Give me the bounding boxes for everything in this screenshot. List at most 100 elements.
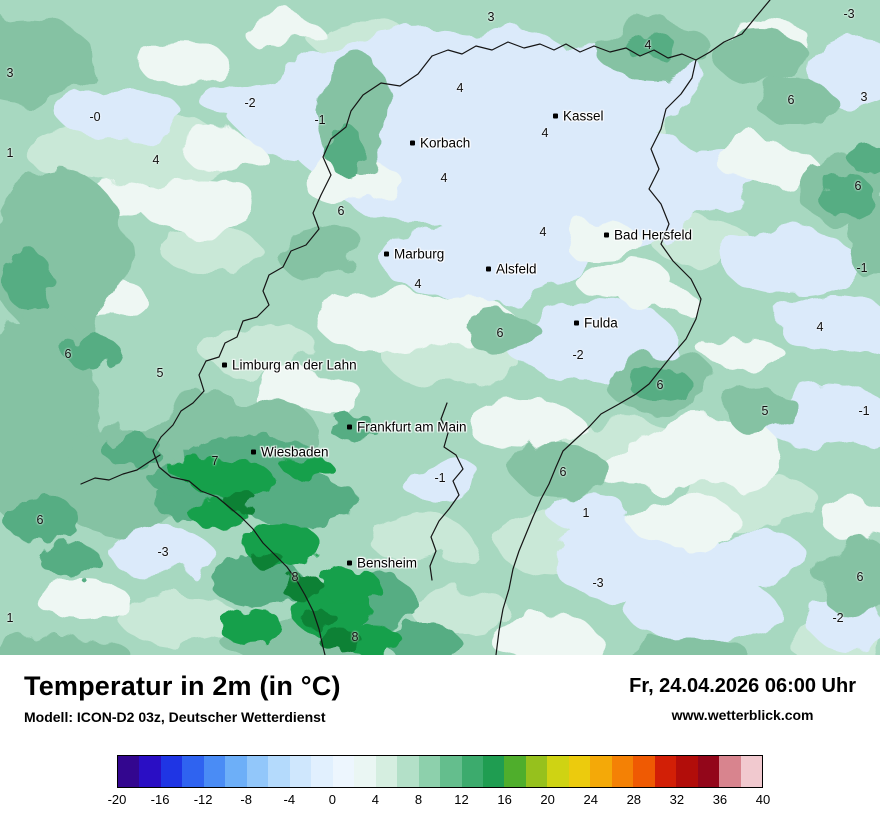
temp-value: 8 xyxy=(291,570,299,584)
colorbar-tick-label: -20 xyxy=(107,792,127,807)
colorbar-segment xyxy=(397,756,419,787)
colorbar-tick-label: 0 xyxy=(328,792,336,807)
city-label: Korbach xyxy=(420,135,471,151)
colorbar-tick-label: 16 xyxy=(497,792,512,807)
colorbar-segment xyxy=(311,756,333,787)
temp-value: 6 xyxy=(64,347,72,361)
temp-value: 4 xyxy=(539,225,547,239)
colorbar-segment xyxy=(568,756,591,787)
colorbar-segment xyxy=(611,756,634,787)
colorbar-segment xyxy=(590,756,612,787)
datetime-block: Fr, 24.04.2026 06:00 Uhr www.wetterblick… xyxy=(629,671,856,723)
city-label: Wiesbaden xyxy=(261,444,329,460)
temp-value: -1 xyxy=(434,471,446,485)
colorbar-tick-label: 40 xyxy=(755,792,771,807)
city-dot-icon xyxy=(604,232,609,238)
colorbar-tick-label: 36 xyxy=(712,792,728,807)
city-dot-icon xyxy=(410,140,415,146)
temp-value: -3 xyxy=(843,7,855,21)
city-dot-icon xyxy=(486,266,491,272)
colorbar-tick-label: -4 xyxy=(283,792,296,807)
city-marker: Limburg an der Lahn xyxy=(222,358,357,373)
city-marker: Wiesbaden xyxy=(251,445,329,460)
city-marker: Kassel xyxy=(553,109,604,124)
colorbar-segment xyxy=(461,756,483,787)
temp-value: -3 xyxy=(592,576,604,590)
colorbar-segment xyxy=(547,756,569,787)
colorbar-tick-label: 12 xyxy=(454,792,469,807)
map-overlay: Kassel Korbach Bad Hersfeld Marburg Alsfeld F… xyxy=(6,7,870,644)
colorbar-segment xyxy=(182,756,204,787)
website-credit: www.wetterblick.com xyxy=(671,707,814,723)
colorbar-segment xyxy=(289,756,312,787)
colorbar-segment xyxy=(482,756,505,787)
colorbar-segment xyxy=(740,756,763,787)
city-label: Kassel xyxy=(563,108,604,124)
colorbar-segment xyxy=(676,756,698,787)
colorbar-segment xyxy=(118,756,140,787)
city-label: Alsfeld xyxy=(496,261,537,277)
temp-value: 4 xyxy=(456,81,464,95)
footer: Temperatur in 2m (in °C) Modell: ICON-D2… xyxy=(0,655,880,830)
colorbar-tick-label: -8 xyxy=(240,792,252,807)
temp-value: -1 xyxy=(314,113,326,127)
colorbar-tick-label: 4 xyxy=(371,792,380,807)
temp-value: 6 xyxy=(559,465,567,479)
city-label: Limburg an der Lahn xyxy=(232,357,357,373)
city-dot-icon xyxy=(553,113,558,119)
city-label: Bensheim xyxy=(357,555,418,571)
temp-value: 5 xyxy=(156,366,164,380)
city-marker: Alsfeld xyxy=(486,262,537,277)
city-dot-icon xyxy=(251,449,256,455)
city-marker: Fulda xyxy=(574,316,618,331)
colorbar-segment xyxy=(139,756,161,787)
colorbar-segment xyxy=(633,756,655,787)
temp-value: 4 xyxy=(816,320,824,334)
colorbar-tick-label: 28 xyxy=(626,792,642,807)
city-label: Bad Hersfeld xyxy=(614,227,693,243)
city-marker: Bad Hersfeld xyxy=(604,228,692,243)
colorbar-ticks: -20 -16 -12 -8 -4 0 4 8 12 16 20 24 28 32 36 40 xyxy=(108,792,771,810)
city-marker: Korbach xyxy=(410,136,470,151)
map-area: Kassel Korbach Bad Hersfeld Marburg Alsfeld F… xyxy=(0,0,880,655)
colorbar-segment xyxy=(203,756,226,787)
colorbar-segment xyxy=(375,756,398,787)
city-dot-icon xyxy=(347,560,352,566)
city-marker: Frankfurt am Main xyxy=(347,420,467,435)
temp-value: 6 xyxy=(496,326,504,340)
map-deepgreen-cores xyxy=(225,492,362,652)
temp-value: 6 xyxy=(856,570,864,584)
colorbar-segment xyxy=(268,756,290,787)
city-label: Fulda xyxy=(584,315,618,331)
temp-value: 6 xyxy=(337,204,345,218)
temp-value: 1 xyxy=(6,611,14,625)
temp-value: 4 xyxy=(152,153,160,167)
city-dot-icon xyxy=(222,362,227,368)
city-dot-icon xyxy=(347,424,352,430)
state-borders xyxy=(80,0,771,655)
colorbar-segment xyxy=(719,756,741,787)
temp-value: -3 xyxy=(157,545,169,559)
temp-value: 3 xyxy=(487,10,495,24)
city-marker: Marburg xyxy=(384,247,444,262)
title-row: Temperatur in 2m (in °C) Modell: ICON-D2… xyxy=(0,655,880,725)
temp-value: -2 xyxy=(572,348,584,362)
temp-value: 4 xyxy=(644,38,652,52)
colorbar-segment xyxy=(246,756,269,787)
colorbar-tick-label: 20 xyxy=(540,792,555,807)
temp-value: 6 xyxy=(854,179,862,193)
temp-value: 4 xyxy=(440,171,448,185)
colorbar-tick-label: 24 xyxy=(583,792,598,807)
forecast-datetime: Fr, 24.04.2026 06:00 Uhr xyxy=(629,675,856,697)
temp-value: -1 xyxy=(856,261,868,275)
colorbar-segment xyxy=(654,756,677,787)
colorbar-tick-label: -12 xyxy=(193,792,213,807)
temperature-map xyxy=(0,0,880,655)
temp-value: 4 xyxy=(541,126,549,140)
temp-value: 6 xyxy=(787,93,795,107)
temp-value: 1 xyxy=(6,146,14,160)
temp-value: 4 xyxy=(414,277,422,291)
temp-value: 3 xyxy=(6,66,14,80)
model-info: Modell: ICON-D2 03z, Deutscher Wetterdie… xyxy=(24,709,326,725)
